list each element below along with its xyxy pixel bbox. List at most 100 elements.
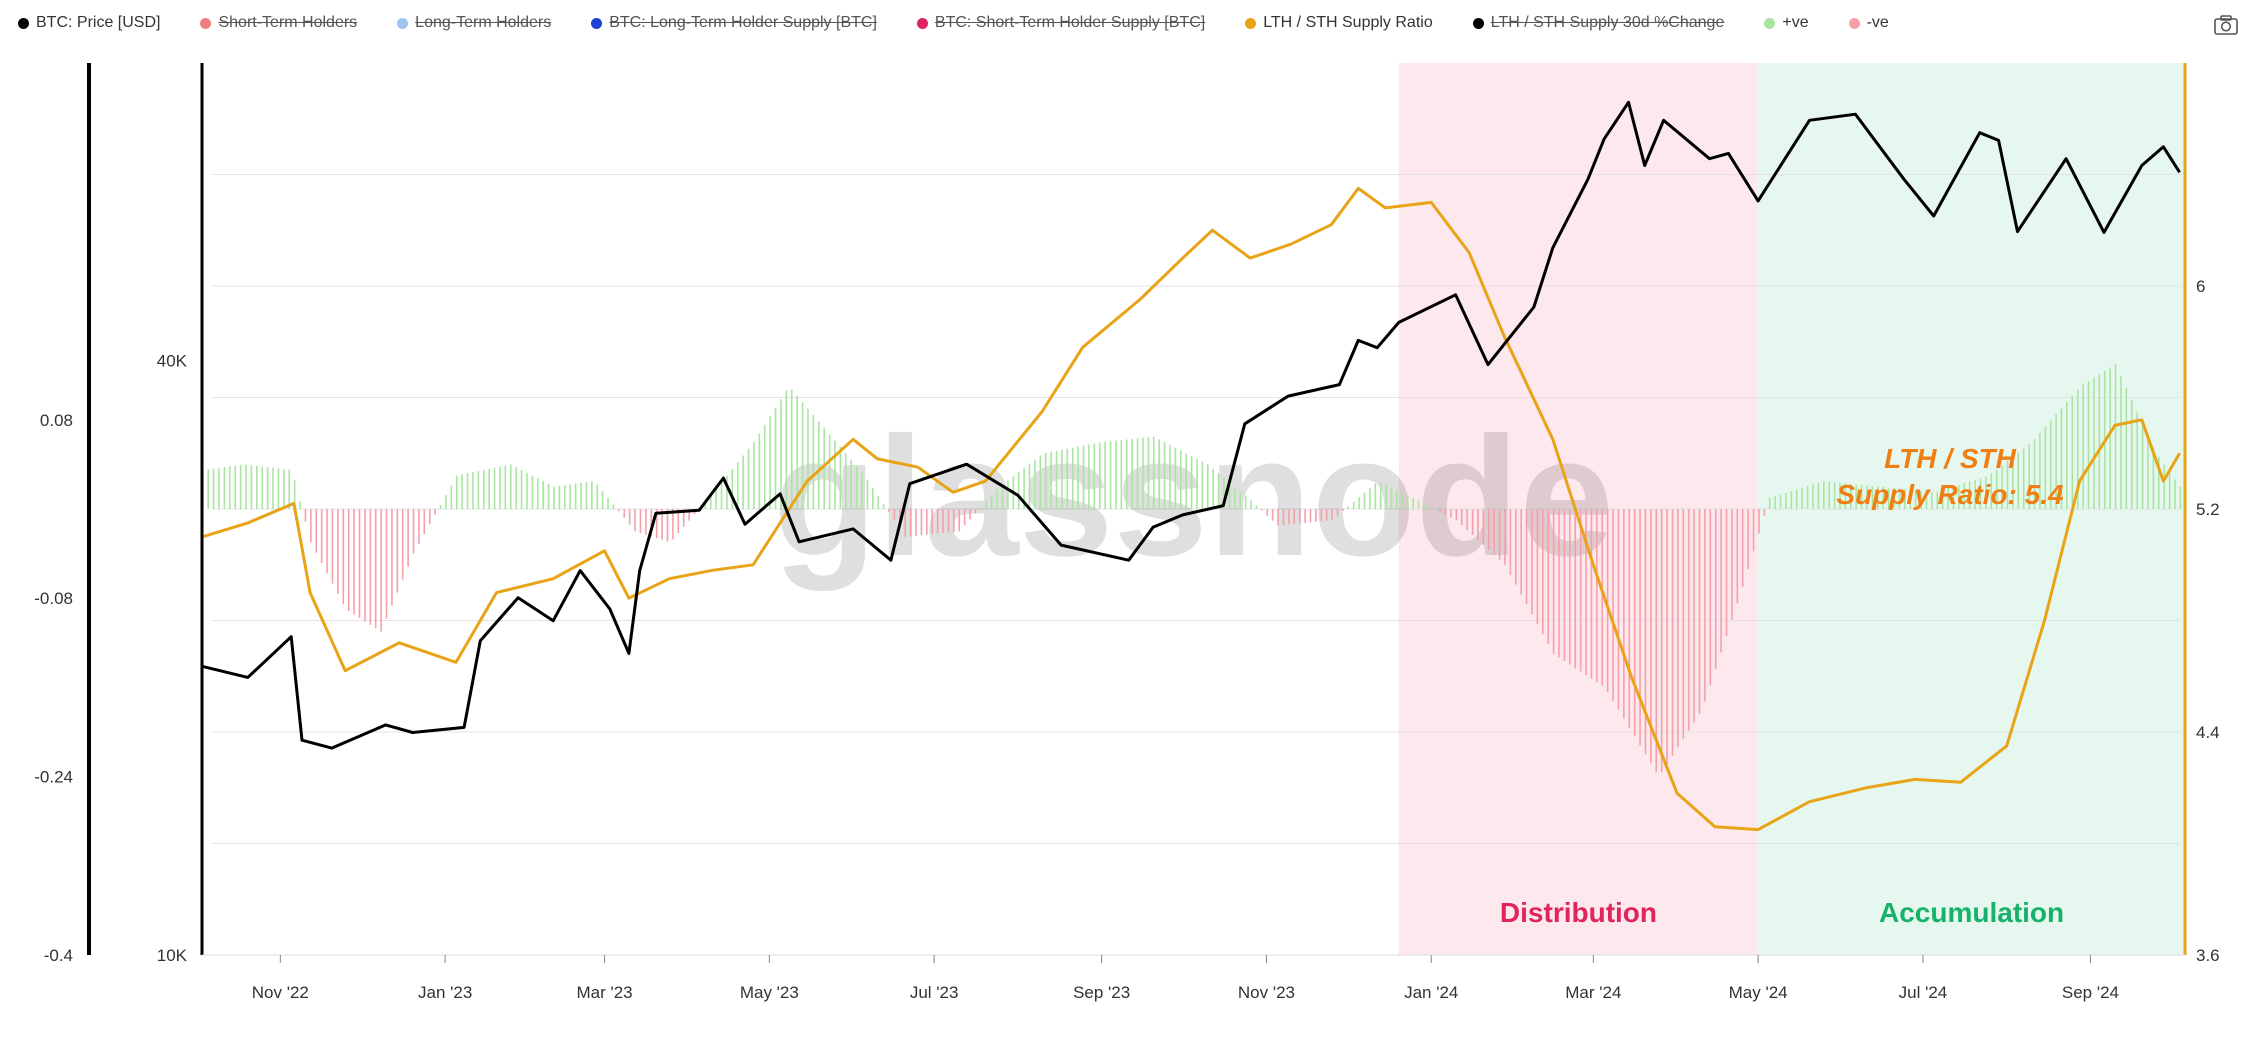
bar-negative [434,509,436,515]
bar-positive [293,480,296,509]
bar-negative [1315,509,1317,522]
bar-positive [520,469,523,509]
camera-icon[interactable] [2213,14,2239,36]
bar-positive [1109,441,1112,509]
x-tick-label: Jan '23 [418,983,472,1002]
bar-positive [1795,489,1798,509]
bar-positive [1893,488,1895,509]
bar-negative [1509,509,1512,575]
bar-positive [1995,469,1998,509]
bar-positive [1158,439,1160,509]
bar-negative [1552,509,1555,654]
legend-item-7[interactable]: LTH / STH Supply 30d %Change [1472,14,1724,32]
bar-negative [1277,509,1279,526]
bar-positive [2049,420,2052,509]
bar-positive [1385,484,1387,509]
bar-negative [623,509,626,518]
bar-positive [1207,464,1209,509]
bar-positive [1833,482,1836,509]
bar-positive [1017,472,1020,509]
bar-positive [455,475,458,509]
bar-negative [342,509,345,605]
x-tick-label: Jul '24 [1899,983,1948,1002]
bar-positive [2147,435,2149,509]
legend-item-9[interactable]: -ve [1848,14,1889,32]
bar-positive [855,465,858,509]
bar-positive [1914,490,1917,509]
legend-item-4[interactable]: BTC: Long-Term Holder Supply [BTC] [591,14,877,32]
bar-positive [736,462,739,509]
bar-negative [1342,509,1344,511]
bar-negative [1677,509,1679,748]
bar-positive [607,497,609,509]
bar-positive [493,467,496,509]
bar-positive [1217,473,1220,509]
bar-positive [1088,444,1090,509]
bar-positive [1412,497,1414,509]
bar-positive [839,446,842,509]
bar-negative [904,509,907,537]
legend-label: -ve [1866,14,1889,31]
bar-negative [1514,509,1517,585]
bar-positive [234,465,237,509]
bar-positive [1882,486,1885,509]
bar-negative [1471,509,1474,536]
bar-negative [688,509,690,521]
bar-positive [1039,455,1042,509]
bar-negative [1331,509,1333,521]
bar-positive [1093,443,1096,509]
bar-positive [1860,484,1863,509]
bar-negative [1520,509,1522,595]
bar-negative [1633,509,1636,737]
bar-negative [331,509,334,584]
bar-negative [1293,509,1296,525]
bar-positive [261,466,264,509]
bar-positive [1849,483,1852,509]
bar-positive [1174,447,1177,509]
legend-item-8[interactable]: +ve [1764,14,1809,32]
bar-positive [769,416,771,509]
bar-positive [1958,484,1960,509]
bar-positive [882,504,885,509]
bar-positive [1779,494,1782,509]
bar-positive [212,468,215,509]
bar-positive [861,472,863,509]
bar-negative [1671,509,1674,756]
bar-positive [2120,375,2122,509]
bar-positive [850,459,852,509]
bar-negative [310,509,312,543]
bar-positive [1061,449,1063,509]
bar-negative [1477,509,1479,540]
bar-negative [423,509,426,535]
bar-positive [574,483,577,509]
bar-negative [1763,509,1766,516]
legend-item-3[interactable]: Long-Term Holders [397,14,551,32]
bar-positive [2039,432,2041,509]
bar-negative [1261,509,1263,511]
legend-item-5[interactable]: BTC: Short-Term Holder Supply [BTC] [916,14,1205,32]
bar-positive [2001,465,2003,509]
bar-positive [288,469,291,509]
bar-positive [2044,426,2047,509]
bar-positive [1936,491,1939,509]
bar-negative [1590,509,1593,679]
bar-negative [428,509,431,525]
bar-positive [877,495,880,509]
legend-item-2[interactable]: Short-Term Holders [200,14,357,32]
bar-positive [1244,495,1247,509]
bar-negative [655,509,658,539]
bar-negative [347,509,350,612]
bar-negative [353,509,355,615]
legend-item-6[interactable]: LTH / STH Supply Ratio [1245,14,1433,32]
legend-item-1[interactable]: BTC: Price [USD] [18,14,160,32]
bar-negative [1536,509,1539,625]
bar-negative [915,509,917,536]
bar-positive [1034,459,1036,509]
bar-positive [2060,408,2063,509]
bar-negative [1455,509,1458,521]
bar-negative [1450,509,1452,518]
x-tick-label: Nov '23 [1238,983,1295,1002]
bar-negative [1444,509,1447,515]
bar-positive [1871,485,1874,509]
region-label-accumulation: Accumulation [1879,897,2064,928]
